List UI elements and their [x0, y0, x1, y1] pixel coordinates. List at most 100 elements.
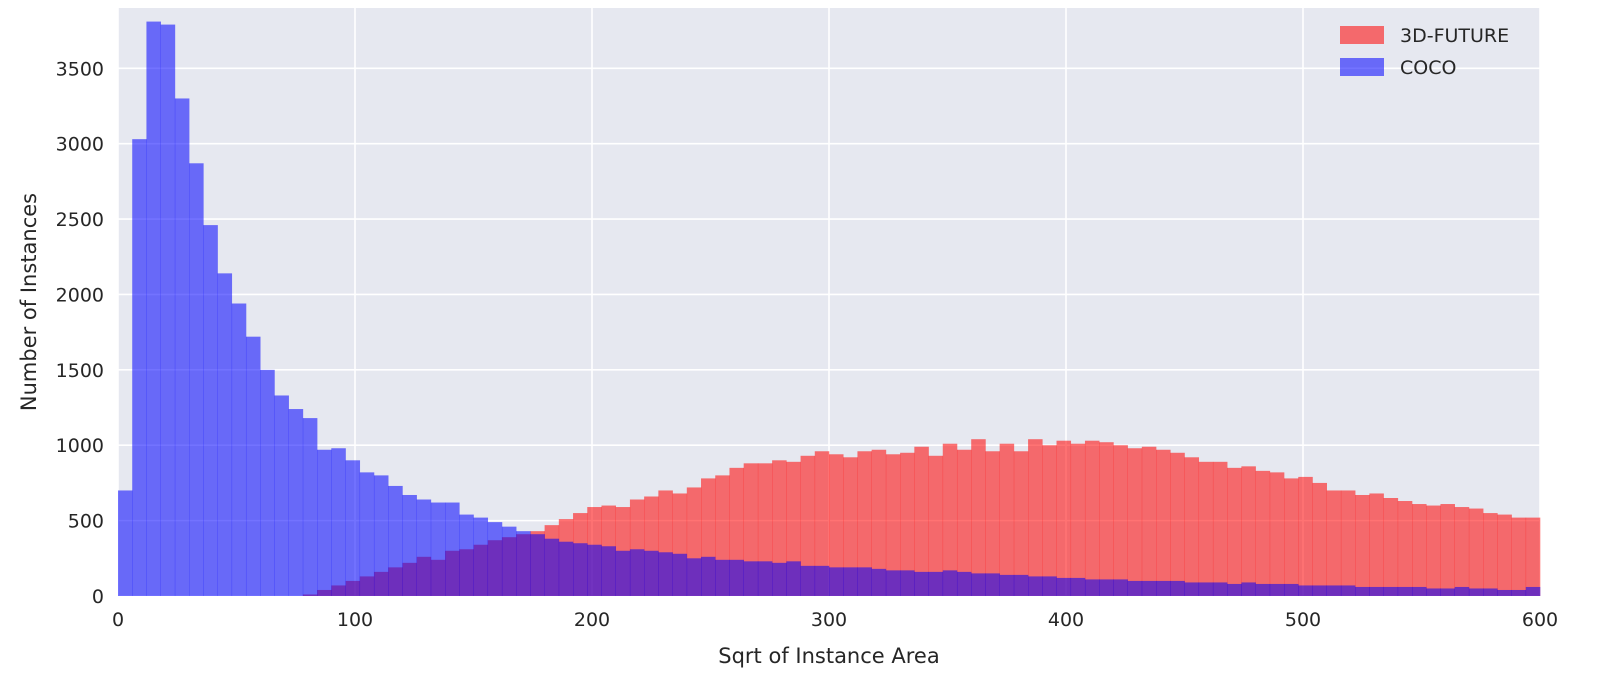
- histogram-bar: [1355, 586, 1370, 596]
- y-axis-label: Number of Instances: [17, 193, 41, 411]
- histogram-bar: [1426, 505, 1441, 596]
- histogram-bar: [1468, 508, 1484, 596]
- histogram-bar: [914, 571, 929, 596]
- histogram-bar: [1099, 442, 1114, 596]
- histogram-bar: [1383, 498, 1399, 596]
- histogram-bars: [118, 21, 1541, 597]
- histogram-bar: [1241, 466, 1256, 596]
- histogram-bar: [644, 550, 659, 596]
- histogram-bar: [317, 449, 332, 596]
- histogram-bar: [1113, 579, 1128, 596]
- histogram-bar: [217, 273, 233, 596]
- histogram-bar: [786, 561, 801, 596]
- x-tick-label: 600: [1522, 609, 1558, 631]
- histogram-bar: [1412, 504, 1427, 596]
- histogram-bar: [871, 568, 887, 596]
- histogram-bar: [146, 21, 161, 597]
- x-tick-label: 400: [1048, 609, 1084, 631]
- x-tick-label: 300: [811, 609, 847, 631]
- histogram-bar: [1056, 577, 1072, 596]
- histogram-bar: [1127, 580, 1143, 596]
- histogram-bar: [1340, 490, 1356, 596]
- histogram-bar: [1028, 439, 1043, 596]
- x-tick-label: 0: [112, 609, 124, 631]
- histogram-bar: [729, 559, 744, 596]
- histogram-bar: [231, 303, 247, 596]
- histogram-bar: [900, 570, 915, 596]
- legend-label: 3D-FUTURE: [1400, 25, 1509, 47]
- histogram-bar: [203, 225, 218, 596]
- histogram-bar: [701, 556, 716, 596]
- histogram-bar: [999, 443, 1015, 596]
- histogram-bar: [1355, 494, 1370, 596]
- histogram-bar: [800, 565, 816, 596]
- histogram-bar: [118, 490, 133, 596]
- histogram-bar: [772, 562, 787, 596]
- histogram-bar: [430, 502, 446, 596]
- histogram-bar: [345, 460, 361, 596]
- x-axis-label: Sqrt of Instance Area: [718, 644, 939, 668]
- histogram-bar: [971, 573, 986, 596]
- y-tick-label: 2500: [56, 209, 104, 231]
- histogram-bar: [1497, 514, 1512, 596]
- histogram-bar: [1511, 517, 1527, 596]
- legend-swatch: [1340, 26, 1384, 44]
- histogram-bar: [1141, 580, 1157, 596]
- histogram-bar: [1056, 440, 1072, 596]
- y-tick-labels: 0 500 1000 1500 2000 2500 3000 3500: [56, 58, 104, 608]
- histogram-bar: [1198, 582, 1214, 596]
- histogram-bar: [174, 98, 190, 596]
- histogram-bar: [601, 546, 616, 596]
- histogram-bar: [1284, 583, 1299, 596]
- histogram-bar: [1440, 588, 1455, 596]
- histogram-bar: [1013, 451, 1029, 596]
- histogram-bar: [1312, 482, 1327, 596]
- histogram-bar: [1141, 446, 1157, 596]
- histogram-bar: [956, 449, 972, 596]
- histogram-bar: [1241, 582, 1256, 596]
- histogram-bar: [1397, 586, 1413, 596]
- histogram-bar: [672, 553, 688, 596]
- histogram-bar: [530, 534, 545, 596]
- histogram-bar: [1369, 493, 1384, 596]
- histogram-bar: [985, 451, 1000, 596]
- histogram-bar: [1312, 585, 1327, 596]
- histogram-bar: [1326, 585, 1342, 596]
- histogram-bar: [1426, 588, 1441, 596]
- histogram-bar: [985, 573, 1000, 596]
- histogram-bar: [900, 452, 915, 596]
- legend: 3D-FUTURE COCO: [1340, 25, 1509, 79]
- histogram-bar: [501, 526, 517, 596]
- histogram-bar: [1497, 589, 1512, 596]
- histogram-bar: [1127, 448, 1143, 596]
- histogram-bar: [1454, 586, 1470, 596]
- histogram-bar: [1468, 588, 1484, 596]
- histogram-bar: [445, 502, 460, 596]
- histogram-bar: [1156, 449, 1171, 596]
- histogram-bar: [573, 543, 588, 596]
- histogram-bar: [1483, 588, 1498, 596]
- histogram-bar: [1298, 585, 1313, 596]
- histogram-bar: [487, 522, 503, 596]
- histogram-bar: [1070, 577, 1086, 596]
- histogram-bar: [1184, 457, 1200, 596]
- histogram-bar: [1383, 586, 1399, 596]
- histogram-bar: [772, 460, 787, 596]
- histogram-bar: [757, 561, 773, 596]
- histogram-bar: [1070, 443, 1086, 596]
- histogram-bar: [1340, 585, 1356, 596]
- y-tick-label: 500: [68, 511, 104, 533]
- histogram-bar: [388, 485, 403, 596]
- histogram-bar: [1454, 507, 1470, 596]
- histogram-bar: [331, 448, 346, 596]
- histogram-bar: [914, 446, 929, 596]
- x-tick-label: 500: [1285, 609, 1321, 631]
- histogram-bar: [302, 418, 318, 596]
- histogram-bar: [942, 570, 958, 596]
- histogram-bar: [1269, 472, 1285, 596]
- histogram-bar: [1042, 576, 1057, 596]
- y-tick-label: 3000: [56, 134, 104, 156]
- x-tick-label: 200: [574, 609, 610, 631]
- histogram-bar: [999, 574, 1015, 596]
